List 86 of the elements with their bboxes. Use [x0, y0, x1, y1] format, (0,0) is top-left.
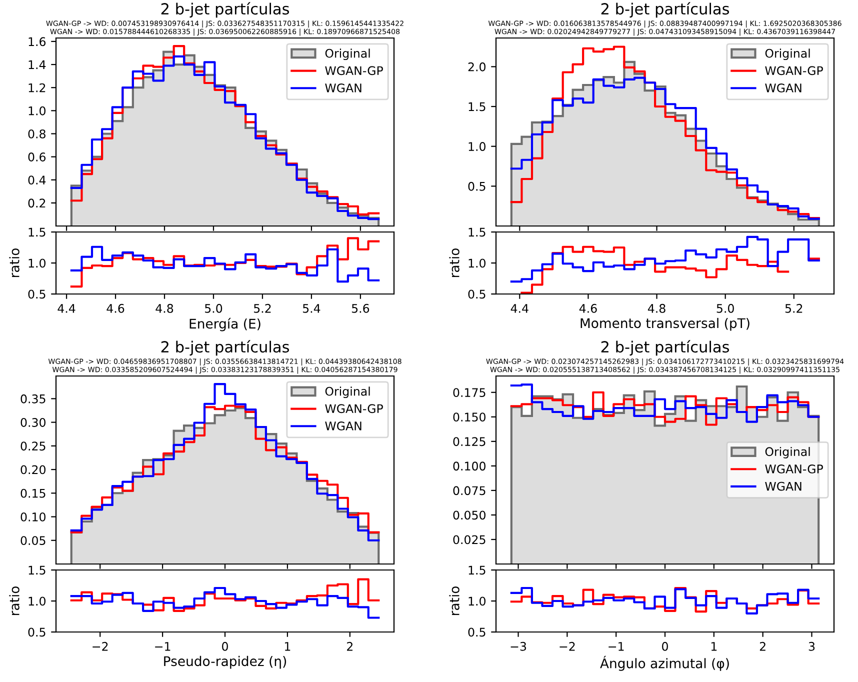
y-tick-label: 1.6	[28, 37, 46, 46]
x-tick-label: 0	[662, 642, 668, 651]
x-tick-label: 5.6	[352, 304, 370, 313]
legend-label: WGAN	[765, 83, 802, 92]
y-tick-label: 0.050	[453, 510, 486, 520]
legend-label: WGAN	[325, 421, 362, 430]
x-tick-label: 1	[284, 642, 290, 651]
y-tick-label: 0.125	[453, 437, 486, 446]
chart-title: 2 b-jet partículas	[601, 2, 730, 18]
y-tick-label: 1.0	[468, 596, 486, 606]
y-tick-label: 1.0	[28, 596, 46, 606]
y-tick-label: 1.0	[28, 258, 46, 268]
x-tick-label: 4.6	[106, 304, 124, 313]
legend-label: Original	[325, 386, 370, 398]
y-tick-label: 0.6	[28, 152, 46, 162]
x-tick-label: 2	[347, 642, 352, 651]
x-tick-label: 4.6	[579, 304, 597, 313]
y-tick-label: 0.5	[468, 290, 486, 299]
y-tick-label: 1.0	[28, 106, 46, 116]
x-tick-label: 5.0	[205, 304, 222, 313]
y-tick-label: 1.2	[28, 83, 46, 92]
y-tick-label: 0.175	[453, 388, 486, 398]
x-axis-title: Momento transversal (pT)	[580, 318, 750, 331]
x-tick-label: 4.8	[156, 304, 174, 313]
y-tick-label: 1.5	[28, 566, 46, 575]
y-tick-label: 0.100	[453, 462, 486, 471]
y-tick-label: 0.25	[20, 442, 46, 451]
legend-label: Original	[765, 48, 810, 60]
y-tick-label: 1.5	[28, 228, 46, 237]
x-tick-label: 5.2	[785, 304, 802, 313]
x-tick-label: 0	[222, 642, 228, 651]
legend-label: Original	[765, 446, 810, 458]
x-tick-label: −3	[510, 642, 526, 651]
x-tick-label: 1	[711, 642, 717, 651]
x-tick-label: 4.4	[510, 304, 528, 313]
legend-label: WGAN	[765, 482, 802, 491]
x-tick-label: 4.8	[648, 304, 666, 313]
y-tick-label: 1.5	[468, 102, 486, 112]
y-axis-title: ratio	[9, 586, 20, 616]
y-tick-label: 1.4	[28, 60, 46, 70]
chart-title: 2 b-jet partículas	[161, 340, 290, 356]
y-tick-label: 0.20	[20, 465, 46, 474]
chart-title: 2 b-jet partículas	[161, 2, 290, 18]
y-tick-label: 2.0	[468, 62, 486, 72]
y-tick-label: 0.15	[20, 488, 46, 498]
legend-label: WGAN-GP	[765, 66, 823, 76]
y-tick-label: 0.150	[453, 412, 486, 422]
x-axis-title: Energía (E)	[190, 318, 260, 332]
x-tick-label: 2	[760, 642, 766, 651]
x-tick-label: 3	[808, 642, 815, 651]
y-tick-label: 0.4	[28, 176, 46, 185]
x-axis-title: Ángulo azimutal (φ)	[600, 656, 729, 671]
legend-label: WGAN-GP	[325, 66, 383, 76]
legend-label: WGAN-GP	[325, 404, 383, 414]
x-tick-label: −1	[155, 642, 170, 651]
x-axis-title: Pseudo-rapidez (η)	[164, 656, 286, 669]
y-tick-label: 0.025	[453, 535, 486, 544]
legend-label: WGAN	[325, 83, 362, 92]
y-tick-label: 0.5	[468, 182, 486, 191]
y-tick-label: 0.2	[28, 198, 46, 208]
y-tick-label: 0.30	[20, 418, 46, 427]
y-tick-label: 1.0	[468, 258, 486, 268]
legend-label: WGAN-GP	[765, 464, 823, 474]
chart-title: 2 b-jet partículas	[601, 340, 730, 356]
y-axis-title: ratio	[9, 248, 20, 278]
y-tick-label: 0.5	[468, 628, 486, 637]
y-tick-label: 1.5	[468, 566, 486, 575]
y-tick-label: 0.35	[20, 394, 46, 404]
y-tick-label: 1.5	[468, 228, 486, 237]
y-axis-title: ratio	[449, 248, 460, 278]
y-axis-title: ratio	[449, 586, 460, 616]
y-tick-label: 0.5	[28, 628, 46, 637]
y-tick-label: 0.5	[28, 290, 46, 299]
y-tick-label: 0.05	[20, 536, 46, 546]
x-tick-label: −1	[608, 642, 624, 651]
legend-label: Original	[325, 48, 370, 60]
x-tick-label: −2	[560, 642, 575, 651]
y-tick-label: 0.10	[20, 512, 46, 522]
x-tick-label: 4.4	[58, 304, 76, 313]
y-tick-label: 0.075	[453, 486, 486, 496]
x-tick-label: 5.0	[716, 304, 734, 313]
x-tick-label: 5.4	[302, 304, 320, 313]
x-tick-label: 5.2	[254, 304, 271, 313]
y-tick-label: 0.8	[28, 129, 46, 138]
x-tick-label: −2	[92, 642, 108, 651]
y-tick-label: 1.0	[468, 142, 486, 151]
